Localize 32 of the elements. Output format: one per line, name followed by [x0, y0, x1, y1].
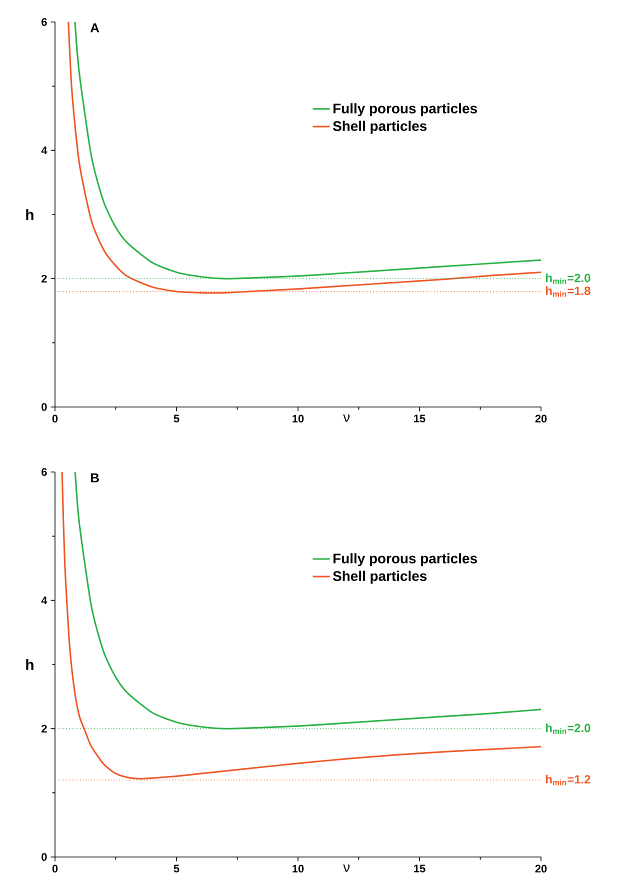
legend-label: Fully porous particles [334, 103, 477, 116]
x-tick-label: 10 [292, 864, 304, 873]
ref-line-label: h$_{min}$=1.2 [546, 774, 590, 786]
x-axis-title: ν [343, 864, 350, 872]
x-tick-label: 10 [292, 414, 304, 423]
x-tick-label: 15 [414, 864, 426, 872]
y-tick-label: 6 [42, 18, 47, 26]
y-axis-title: h [26, 209, 34, 220]
y-tick-label: 0 [42, 853, 47, 861]
x-tick-label: 20 [535, 414, 547, 423]
x-tick-label: 0 [52, 414, 58, 423]
y-tick-label: 0 [42, 403, 47, 411]
y-axis-title: h [26, 659, 34, 670]
y-tick-label: 2 [42, 724, 47, 732]
legend-label: Shell particles [332, 570, 427, 584]
chart-title: B [90, 473, 99, 482]
x-tick-label: 5 [174, 414, 180, 422]
chart-title: A [90, 23, 100, 32]
x-tick-label: 15 [414, 414, 426, 422]
ref-line-label: h$_{min}$=2.0 [546, 273, 590, 284]
x-tick-label: 5 [174, 864, 180, 872]
x-axis-title: ν [343, 414, 350, 422]
x-tick-label: 0 [52, 864, 58, 873]
ref-line-label: h$_{min}$=1.8 [546, 286, 590, 297]
x-tick-label: 20 [535, 864, 547, 873]
y-tick-label: 4 [41, 146, 48, 154]
ref-line-label: h$_{min}$=2.0 [546, 723, 590, 734]
y-tick-label: 2 [42, 274, 47, 282]
legend-label: Shell particles [332, 120, 427, 134]
legend-label: Fully porous particles [334, 553, 477, 566]
y-tick-label: 6 [42, 468, 47, 476]
y-tick-label: 4 [41, 596, 48, 604]
